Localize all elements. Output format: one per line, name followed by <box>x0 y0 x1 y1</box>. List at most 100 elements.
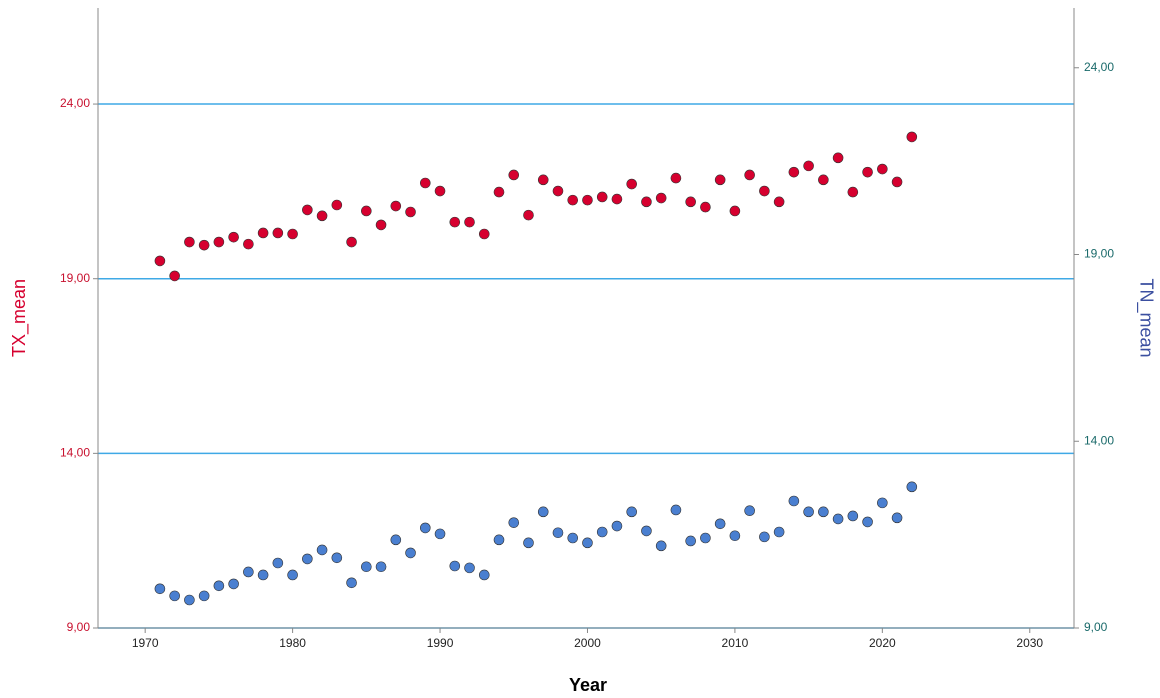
point <box>198 590 210 602</box>
point <box>419 522 431 534</box>
point <box>759 531 770 543</box>
x-tick-label: 2030 <box>1016 636 1043 650</box>
point <box>184 236 195 248</box>
point <box>670 172 682 184</box>
point <box>906 481 918 493</box>
y2-tick-label: 9,00 <box>1084 620 1108 634</box>
point <box>714 174 726 186</box>
point <box>272 227 284 239</box>
point <box>818 506 829 518</box>
point <box>257 569 269 581</box>
point <box>508 169 520 181</box>
point <box>670 504 682 516</box>
point <box>773 196 785 208</box>
point <box>243 238 254 250</box>
point <box>818 174 829 186</box>
point <box>906 131 918 143</box>
point <box>184 594 195 606</box>
x-tick-label: 1970 <box>132 636 159 650</box>
point <box>228 231 239 243</box>
point <box>862 166 873 178</box>
y-tick-label: 19,00 <box>60 271 90 285</box>
point <box>302 204 313 216</box>
point <box>803 160 814 172</box>
point <box>611 193 623 205</box>
point <box>419 177 431 189</box>
point <box>803 506 814 518</box>
point <box>655 540 667 552</box>
point <box>877 163 888 175</box>
point <box>685 196 696 208</box>
point <box>346 577 357 589</box>
x-axis-title: Year <box>569 675 607 695</box>
point <box>523 209 534 221</box>
point <box>773 526 785 538</box>
point <box>390 200 402 212</box>
point <box>641 525 652 537</box>
point <box>316 544 328 556</box>
point <box>862 516 873 528</box>
x-tick-label: 2000 <box>574 636 601 650</box>
point <box>154 255 166 267</box>
point <box>567 194 579 206</box>
point <box>832 152 844 164</box>
y2-tick-label: 14,00 <box>1084 433 1114 447</box>
point <box>198 239 210 251</box>
point <box>272 557 284 569</box>
point <box>169 590 180 602</box>
point <box>714 518 726 530</box>
point <box>213 580 225 592</box>
point <box>361 561 372 573</box>
point <box>434 528 446 540</box>
point <box>287 569 298 581</box>
point <box>405 547 416 559</box>
point <box>729 205 741 217</box>
point <box>700 532 711 544</box>
point <box>169 270 180 282</box>
point <box>361 205 372 217</box>
point <box>552 185 564 197</box>
point <box>700 201 711 213</box>
point <box>626 506 638 518</box>
y2-tick-label: 19,00 <box>1084 247 1114 261</box>
point <box>213 236 225 248</box>
point <box>788 166 800 178</box>
point <box>596 191 608 203</box>
point <box>287 228 298 240</box>
y2-tick-label: 24,00 <box>1084 60 1114 74</box>
y-tick-label: 9,00 <box>67 620 91 634</box>
point <box>611 520 623 532</box>
point <box>405 206 416 218</box>
point <box>832 513 844 525</box>
point <box>375 561 387 573</box>
point <box>537 506 549 518</box>
point <box>434 185 446 197</box>
point <box>847 186 859 198</box>
point <box>891 176 903 188</box>
point <box>655 192 667 204</box>
point <box>316 210 328 222</box>
point <box>243 566 254 578</box>
point <box>449 560 461 572</box>
point <box>567 532 579 544</box>
point <box>228 578 239 590</box>
point <box>257 227 269 239</box>
x-tick-label: 2020 <box>869 636 896 650</box>
point <box>877 497 888 509</box>
y-tick-label: 24,00 <box>60 96 90 110</box>
y2-axis-title: TN_mean <box>1135 278 1156 357</box>
point <box>641 196 652 208</box>
point <box>891 512 903 524</box>
point <box>582 537 593 549</box>
point <box>464 562 475 574</box>
point <box>375 219 387 231</box>
y-axis-title: TX_mean <box>9 279 30 357</box>
point <box>302 553 313 565</box>
point <box>508 517 520 528</box>
point <box>596 526 608 538</box>
x-tick-label: 1980 <box>279 636 306 650</box>
point <box>346 236 357 248</box>
point <box>744 169 755 181</box>
point <box>788 495 800 507</box>
